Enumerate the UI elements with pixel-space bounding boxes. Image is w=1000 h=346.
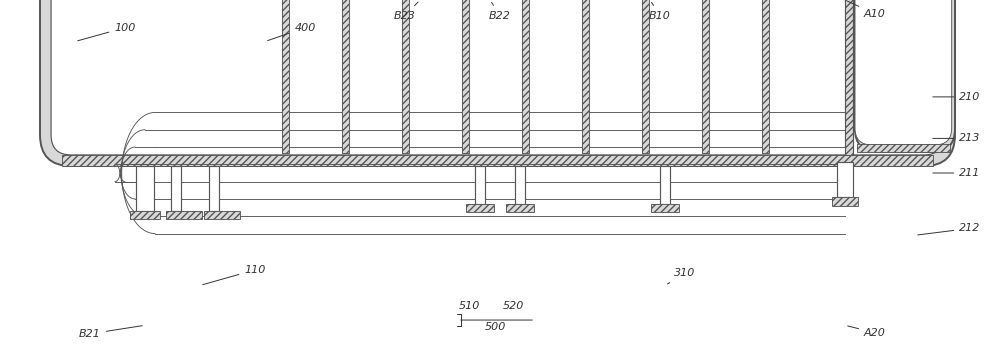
Bar xyxy=(166,211,202,219)
Text: 400: 400 xyxy=(268,23,316,40)
FancyBboxPatch shape xyxy=(40,0,955,166)
Text: A20: A20 xyxy=(848,326,886,338)
Bar xyxy=(832,197,858,206)
Bar xyxy=(582,0,588,153)
Bar xyxy=(402,0,409,153)
FancyBboxPatch shape xyxy=(855,0,955,152)
Text: 211: 211 xyxy=(933,168,981,178)
Bar xyxy=(845,0,853,155)
Bar xyxy=(522,0,528,153)
Bar xyxy=(832,197,858,206)
Bar xyxy=(402,0,409,153)
FancyBboxPatch shape xyxy=(51,0,944,155)
Text: B10: B10 xyxy=(649,2,671,20)
Text: A10: A10 xyxy=(848,1,886,19)
FancyBboxPatch shape xyxy=(855,0,952,145)
Bar xyxy=(130,211,160,219)
Bar xyxy=(506,204,534,212)
Bar xyxy=(582,0,588,153)
Bar xyxy=(209,166,219,211)
Bar xyxy=(837,162,853,197)
Text: 520: 520 xyxy=(502,301,524,311)
Bar xyxy=(857,144,950,152)
Bar xyxy=(762,0,768,153)
Text: 310: 310 xyxy=(667,268,696,284)
Text: 510: 510 xyxy=(458,301,480,311)
Text: 213: 213 xyxy=(933,134,981,143)
Bar xyxy=(282,0,288,153)
Bar xyxy=(651,204,679,212)
Bar xyxy=(515,166,525,204)
Bar xyxy=(522,0,528,153)
Text: 110: 110 xyxy=(203,265,266,285)
Bar xyxy=(642,0,648,153)
Text: B22: B22 xyxy=(489,2,511,20)
Bar xyxy=(462,0,468,153)
Bar xyxy=(845,0,853,155)
Bar xyxy=(166,211,202,219)
Bar xyxy=(466,204,494,212)
Bar xyxy=(475,166,485,204)
Bar xyxy=(651,204,679,212)
Bar xyxy=(466,204,494,212)
Text: B21: B21 xyxy=(79,326,142,339)
Bar xyxy=(130,211,160,219)
Bar xyxy=(660,166,670,204)
Bar xyxy=(462,0,468,153)
Bar xyxy=(702,0,708,153)
Bar xyxy=(136,166,154,211)
Bar xyxy=(762,0,768,153)
Bar xyxy=(62,155,933,166)
Bar xyxy=(857,144,950,152)
Bar xyxy=(642,0,648,153)
Bar xyxy=(62,155,933,166)
Bar xyxy=(506,204,534,212)
Bar xyxy=(342,0,349,153)
Bar xyxy=(342,0,349,153)
Bar xyxy=(171,166,181,211)
Text: 100: 100 xyxy=(78,23,136,41)
Text: 212: 212 xyxy=(918,224,981,235)
Bar xyxy=(204,211,240,219)
Bar xyxy=(204,211,240,219)
Text: 210: 210 xyxy=(933,92,981,102)
Bar xyxy=(282,0,288,153)
Text: B23: B23 xyxy=(394,2,418,20)
Bar xyxy=(702,0,708,153)
Text: 500: 500 xyxy=(484,322,506,332)
